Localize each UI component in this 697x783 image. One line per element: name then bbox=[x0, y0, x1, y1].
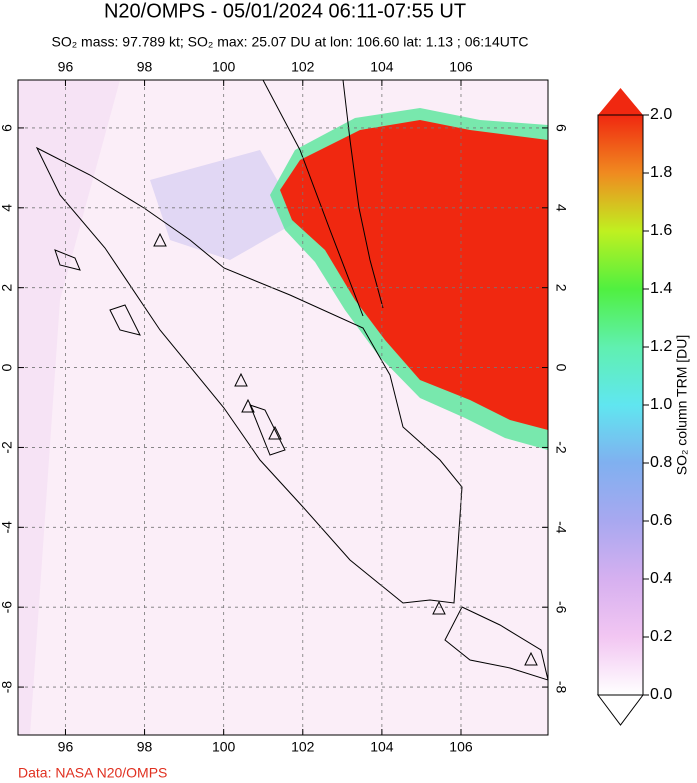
y-tick-label: -8 bbox=[0, 681, 15, 694]
subtitle: SO₂ mass: 97.789 kt; SO₂ max: 25.07 DU a… bbox=[52, 34, 529, 50]
colorbar-tick-label: 1.6 bbox=[650, 222, 672, 239]
y-tick-label: 2 bbox=[553, 284, 569, 292]
low-so2 bbox=[150, 150, 300, 260]
coastline-java bbox=[444, 606, 548, 681]
colorbar-tick-label: 0.0 bbox=[650, 686, 672, 703]
colorbar-tick-label: 0.8 bbox=[650, 454, 672, 471]
y-tick-label: -4 bbox=[0, 521, 15, 534]
y-tick-label: -6 bbox=[553, 601, 569, 614]
volcanoes bbox=[153, 232, 538, 666]
so2-plume bbox=[280, 120, 548, 430]
colorbar-tick-label: 0.6 bbox=[650, 512, 672, 529]
colorbar-tick-label: 0.2 bbox=[650, 628, 672, 645]
y-tick-label: -4 bbox=[553, 521, 569, 534]
x-tick-label: 102 bbox=[291, 59, 315, 75]
colorbar-tick-label: 1.2 bbox=[650, 338, 672, 355]
x-tick-label: 98 bbox=[137, 59, 153, 75]
x-tick-label: 96 bbox=[58, 739, 74, 755]
swath-band bbox=[18, 80, 120, 735]
x-tick-label: 106 bbox=[449, 59, 473, 75]
x-tick-label: 106 bbox=[449, 739, 473, 755]
colorbar-tick-label: 1.8 bbox=[650, 164, 672, 181]
credit: Data: NASA N20/OMPS bbox=[18, 765, 167, 781]
x-tick-label: 98 bbox=[137, 739, 153, 755]
colorbar-tick-label: 1.0 bbox=[650, 396, 672, 413]
coastline-sumatra bbox=[35, 146, 463, 604]
x-tick-label: 104 bbox=[370, 59, 394, 75]
y-tick-label: 6 bbox=[553, 124, 569, 132]
x-tick-label: 104 bbox=[370, 739, 394, 755]
y-tick-label: -8 bbox=[553, 681, 569, 694]
colorbar-tick-label: 2.0 bbox=[650, 106, 672, 123]
y-tick-label: 0 bbox=[553, 364, 569, 372]
x-tick-label: 102 bbox=[291, 739, 315, 755]
y-tick-label: 6 bbox=[0, 124, 15, 132]
x-tick-label: 96 bbox=[58, 59, 74, 75]
chart-title: N20/OMPS - 05/01/2024 06:11-07:55 UT bbox=[104, 0, 466, 22]
colorbar bbox=[597, 114, 644, 696]
y-tick-label: 4 bbox=[553, 204, 569, 212]
map-area bbox=[18, 80, 548, 735]
x-tick-label: 100 bbox=[212, 739, 236, 755]
colorbar-max bbox=[598, 88, 643, 115]
y-tick-label: -2 bbox=[553, 441, 569, 454]
colorbar-tick-label: 1.4 bbox=[650, 280, 672, 297]
y-tick-label: -6 bbox=[0, 601, 15, 614]
colorbar-label: SO₂ column TRM [DU] bbox=[674, 335, 690, 476]
y-tick-label: 0 bbox=[0, 363, 15, 371]
colorbar-tick-label: 0.4 bbox=[650, 570, 672, 587]
coastline-malaya bbox=[262, 80, 384, 317]
y-tick-label: 4 bbox=[0, 204, 15, 212]
coastline-islands bbox=[54, 249, 286, 456]
y-tick-label: 2 bbox=[0, 284, 15, 292]
y-tick-label: -2 bbox=[0, 441, 15, 454]
colorbar-min bbox=[597, 694, 644, 726]
map-frame bbox=[17, 79, 549, 736]
x-tick-label: 100 bbox=[212, 59, 236, 75]
